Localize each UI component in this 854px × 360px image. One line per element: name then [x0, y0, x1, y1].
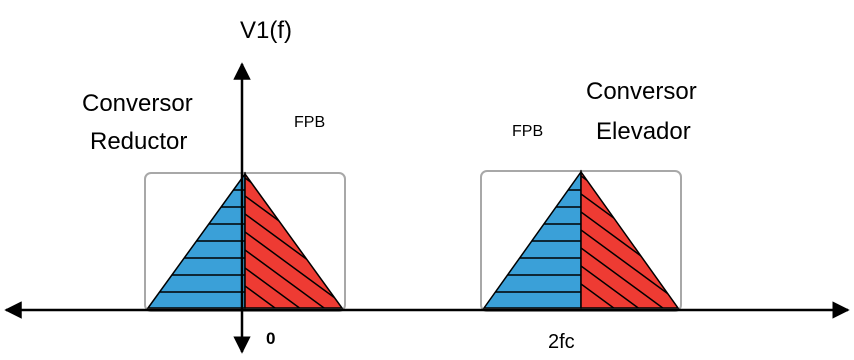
left-filter-label: FPB: [294, 114, 325, 131]
left-lower-sideband: [146, 171, 246, 309]
origin-label: 0: [266, 329, 275, 348]
left-converter-label-line2: Reductor: [90, 128, 187, 155]
left-upper-sideband: [244, 171, 344, 309]
right-filter-label: FPB: [512, 123, 543, 140]
left-converter-label-line1: Conversor: [82, 90, 193, 117]
right-lower-sideband: [482, 169, 582, 309]
carrier-frequency-label: 2fc: [548, 331, 575, 353]
right-converter-label-line1: Conversor: [586, 78, 697, 105]
y-axis-label: V1(f): [240, 17, 292, 44]
right-converter-label-line2: Elevador: [596, 118, 691, 145]
right-upper-sideband: [580, 169, 680, 309]
